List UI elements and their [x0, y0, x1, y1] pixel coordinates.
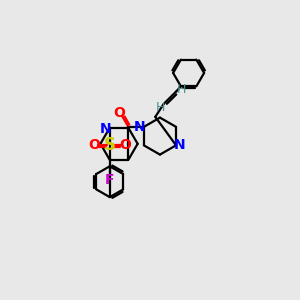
- Text: F: F: [105, 173, 115, 187]
- Text: O: O: [119, 138, 131, 152]
- Text: H: H: [177, 82, 186, 96]
- Text: N: N: [134, 120, 146, 134]
- Text: O: O: [88, 138, 100, 152]
- Text: N: N: [174, 138, 186, 152]
- Text: H: H: [155, 101, 165, 114]
- Text: S: S: [104, 136, 116, 154]
- Text: O: O: [113, 106, 125, 120]
- Text: N: N: [100, 122, 112, 136]
